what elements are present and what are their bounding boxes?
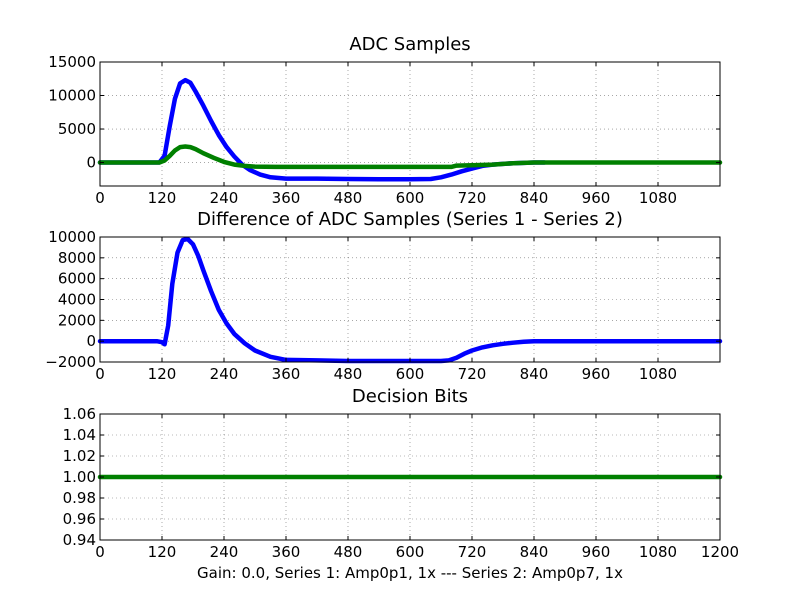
y-tick-label: 1.02: [63, 447, 96, 465]
chart-panel-2: 0 120 240 360 480 600 720 840 960 1080−2000020004…: [45, 209, 723, 383]
x-tick-label: 840: [520, 189, 549, 207]
y-tick-label: 1.04: [63, 426, 96, 444]
y-tick-label: −2000: [45, 353, 96, 371]
x-tick-label: 360: [272, 189, 301, 207]
x-tick-label: 480: [334, 543, 363, 561]
y-tick-label: 0.94: [63, 531, 96, 549]
figure-footer: Gain: 0.0, Series 1: Amp0p1, 1x --- Seri…: [197, 564, 623, 582]
y-tick-label: 0: [86, 154, 96, 172]
x-tick-label: 720: [458, 365, 487, 383]
x-tick-label: 1080: [639, 189, 677, 207]
y-tick-label: 15000: [48, 53, 96, 71]
x-tick-label: 480: [334, 189, 363, 207]
x-tick-label: 960: [582, 365, 611, 383]
y-tick-label: 4000: [58, 291, 96, 309]
y-tick-label: 1.00: [63, 468, 96, 486]
y-tick-label: 0.96: [63, 510, 96, 528]
x-tick-label: 0: [95, 543, 105, 561]
x-tick-label: 1080: [639, 365, 677, 383]
chart-title: Difference of ADC Samples (Series 1 - Se…: [197, 209, 623, 230]
x-tick-label: 600: [396, 543, 425, 561]
y-tick-label: 2000: [58, 311, 96, 329]
y-tick-label: 6000: [58, 270, 96, 288]
x-tick-label: 960: [582, 543, 611, 561]
y-tick-label: 10000: [48, 228, 96, 246]
chart-panel-3: 0 120 240 360 480 600 720 840 960 1080 1200 0.94 0.9…: [63, 386, 740, 561]
x-tick-label: 240: [210, 543, 239, 561]
y-tick-label: 8000: [58, 249, 96, 267]
x-tick-label: 720: [458, 189, 487, 207]
x-tick-label: 840: [520, 365, 549, 383]
x-tick-label: 0: [95, 365, 105, 383]
x-tick-label: 240: [210, 365, 239, 383]
x-tick-label: 360: [272, 365, 301, 383]
series-line-1: [97, 236, 723, 364]
y-tick-label: 1.06: [63, 405, 96, 423]
x-tick-label: 360: [272, 543, 301, 561]
x-tick-label: 600: [396, 189, 425, 207]
series-line-2: [97, 144, 723, 170]
y-tick-label: 10000: [48, 87, 96, 105]
x-tick-label: 120: [148, 365, 177, 383]
x-tick-label: 120: [148, 543, 177, 561]
y-tick-label: 0: [86, 332, 96, 350]
y-tick-label: 5000: [58, 120, 96, 138]
chart-panel-1: 0 120 240 360 480 600 720 840 960 1080 0 5000 10000 1…: [48, 34, 723, 207]
x-tick-label: 600: [396, 365, 425, 383]
x-tick-label: 960: [582, 189, 611, 207]
chart-title: Decision Bits: [352, 386, 468, 407]
x-tick-label: 1080: [639, 543, 677, 561]
x-tick-label: 240: [210, 189, 239, 207]
y-tick-label: 0.98: [63, 489, 96, 507]
x-tick-label: 1200: [701, 543, 739, 561]
x-tick-label: 840: [520, 543, 549, 561]
x-tick-label: 480: [334, 365, 363, 383]
x-tick-label: 120: [148, 189, 177, 207]
x-tick-label: 720: [458, 543, 487, 561]
x-tick-label: 0: [95, 189, 105, 207]
chart-title: ADC Samples: [349, 34, 470, 55]
